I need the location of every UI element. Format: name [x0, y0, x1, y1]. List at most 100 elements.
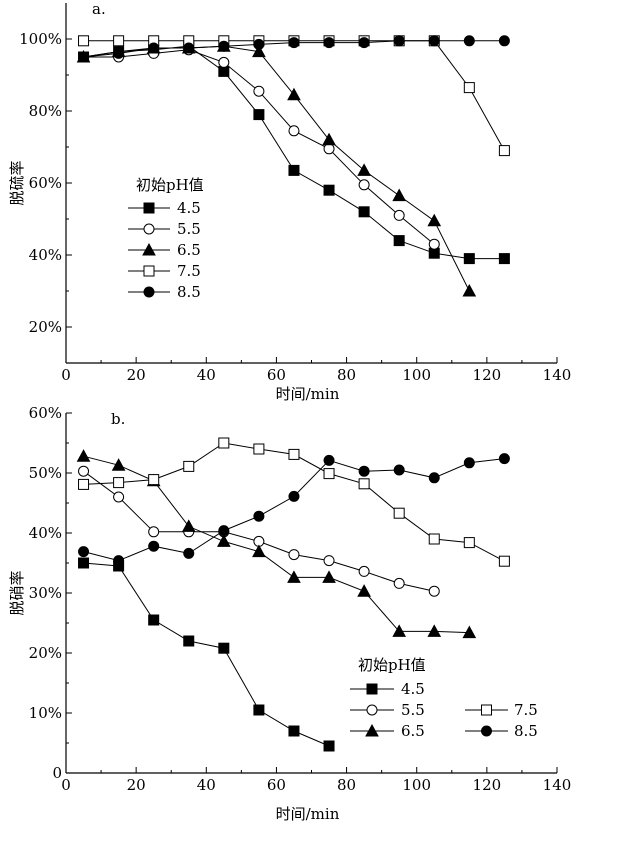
data-point	[113, 477, 125, 489]
data-point	[252, 44, 266, 58]
data-point	[358, 478, 370, 490]
legend-marker	[481, 704, 492, 716]
data-point	[498, 253, 510, 265]
x-tick-label: 20	[127, 366, 146, 384]
data-point	[113, 555, 125, 567]
series-ph-7-5	[78, 437, 510, 567]
x-tick-label: 80	[337, 366, 356, 384]
data-point	[393, 35, 405, 47]
legend-label: 6.5	[401, 722, 425, 740]
data-point	[323, 555, 335, 567]
data-point	[323, 454, 335, 466]
y-tick-label: 0	[52, 764, 62, 782]
legend-label: 7.5	[177, 262, 201, 280]
data-point	[113, 47, 125, 59]
series-line	[83, 470, 435, 592]
legend-marker	[366, 683, 378, 695]
data-point	[253, 443, 265, 455]
data-point	[252, 544, 266, 558]
data-point	[322, 570, 336, 583]
data-point	[218, 642, 230, 654]
data-point	[323, 468, 335, 480]
data-point	[393, 577, 405, 589]
panel-label: a.	[92, 0, 106, 18]
data-point	[428, 472, 440, 484]
legend-marker	[143, 286, 155, 298]
data-point	[78, 35, 90, 47]
legend-entry: 7.5	[465, 701, 538, 719]
legend: 初始pH值 4.5 5.5 6.5 7.5 8.5	[128, 176, 204, 301]
y-tick-label: 40%	[29, 246, 62, 264]
data-point	[253, 109, 265, 121]
legend: 初始pH值 4.5 5.5 6.5 7.5 8.5	[350, 656, 538, 740]
data-point	[498, 145, 510, 157]
data-point	[218, 525, 230, 537]
x-tick-label: 120	[473, 776, 502, 794]
data-point	[428, 533, 440, 545]
y-tick-label: 10%	[29, 704, 62, 722]
x-tick-label: 20	[127, 776, 146, 794]
data-point	[427, 213, 442, 227]
panel-label: b.	[111, 410, 125, 428]
series-ph-4-5	[78, 40, 510, 265]
data-point	[323, 184, 335, 196]
data-point	[428, 585, 440, 597]
y-tick-label: 40%	[29, 524, 62, 542]
legend-marker	[143, 223, 155, 235]
data-point	[148, 42, 160, 54]
data-point	[463, 537, 475, 549]
series-ph-8-5	[78, 453, 510, 567]
data-point	[218, 56, 230, 68]
series-ph-6-5	[76, 39, 477, 297]
y-tick-label: 50%	[29, 464, 62, 482]
data-point	[288, 490, 300, 502]
data-point	[78, 557, 90, 569]
legend-label: 8.5	[514, 722, 538, 740]
data-point	[288, 549, 300, 561]
data-point	[498, 453, 510, 465]
y-tick-label: 30%	[29, 584, 62, 602]
data-point	[253, 38, 265, 50]
data-point	[253, 704, 265, 716]
data-point	[358, 179, 370, 191]
series-line	[83, 45, 470, 292]
data-point	[253, 510, 265, 522]
data-point	[78, 478, 90, 490]
legend-marker	[365, 723, 379, 737]
y-tick-label: 100%	[19, 30, 62, 48]
x-tick-label: 140	[543, 366, 572, 384]
y-tick-label: 80%	[29, 102, 62, 120]
data-point	[148, 526, 160, 538]
data-point	[463, 35, 475, 47]
data-point	[78, 546, 90, 558]
x-tick-label: 0	[61, 776, 71, 794]
legend-entry: 4.5	[350, 680, 425, 698]
data-point	[323, 740, 335, 752]
data-point	[358, 565, 370, 577]
legend-entry: 6.5	[350, 722, 425, 740]
x-tick-label: 120	[473, 366, 502, 384]
data-point	[358, 206, 370, 218]
legend-marker	[143, 265, 155, 277]
y-axis-title: 脱硫率	[8, 160, 26, 205]
data-point	[78, 51, 90, 63]
data-point	[393, 464, 405, 476]
legend-entry: 6.5	[128, 241, 201, 259]
series-ph-6-5	[76, 449, 477, 639]
series-ph-5-5	[78, 44, 440, 250]
data-point	[323, 37, 335, 49]
y-tick-label: 60%	[29, 174, 62, 192]
x-tick-label: 40	[197, 776, 216, 794]
series-line	[83, 562, 330, 747]
data-point	[218, 40, 230, 52]
data-point	[498, 35, 510, 47]
x-tick-label: 0	[61, 366, 71, 384]
x-axis-title: 时间/min	[276, 385, 340, 403]
data-point	[216, 534, 231, 547]
series-line	[83, 455, 470, 634]
data-point	[357, 584, 371, 597]
data-point	[322, 132, 336, 146]
legend-label: 5.5	[401, 701, 425, 719]
x-tick-label: 60	[267, 366, 286, 384]
